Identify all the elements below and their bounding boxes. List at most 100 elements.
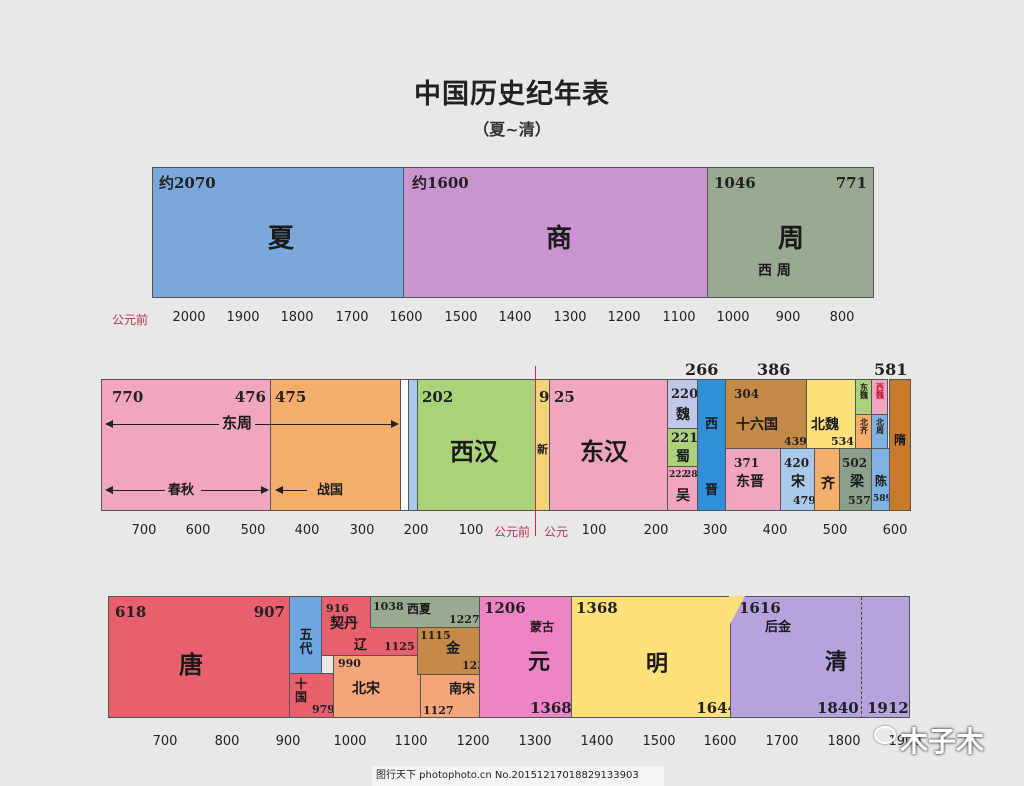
shi-guo-name: 十国 xyxy=(294,677,307,704)
bei-wei-name: 北魏 xyxy=(811,417,839,433)
period-xi-xia: 1038 西夏 1227 xyxy=(370,596,480,628)
period-liang: 502 梁 557 xyxy=(839,448,872,511)
period-shi-guo: 十国 979 xyxy=(289,673,334,718)
period-sui: 隋 xyxy=(889,379,911,511)
row-1-era-label: 公元前 xyxy=(112,313,149,327)
sixteen-top-year: 386 xyxy=(757,360,791,379)
row-2-tick: 400 xyxy=(294,523,320,538)
xia-start-year: 约2070 xyxy=(159,174,216,192)
row-3-tick: 1800 xyxy=(827,734,861,749)
jin-start-year: 266 xyxy=(685,360,719,379)
hou-jin-name: 后金 xyxy=(765,620,792,635)
ming-end-year: 1644 xyxy=(696,699,738,717)
period-east-jin: 371 东晋 xyxy=(725,448,781,511)
zhou-start-year: 1046 xyxy=(714,174,756,192)
page-title: 中国历史纪年表 xyxy=(414,79,610,110)
sui-start-year: 581 xyxy=(874,360,908,379)
row-3-tick: 1600 xyxy=(703,734,737,749)
mongol-start-year: 1206 xyxy=(484,599,526,617)
row-1-band: 约2070 夏 约1600 商 1046 771 周 西 周 xyxy=(152,167,874,298)
row-2-tick: 500 xyxy=(822,523,848,538)
page-subtitle: （夏~清） xyxy=(473,120,551,139)
period-ming: 1368 明 1644 xyxy=(571,596,745,718)
ming-name: 明 xyxy=(646,651,669,677)
song-start-year: 420 xyxy=(784,456,810,470)
period-qi: 齐 xyxy=(814,448,840,511)
wu-name: 吴 xyxy=(676,488,690,504)
period-dong-wei: 东魏 xyxy=(855,379,872,415)
period-west-han: 202 西汉 xyxy=(417,379,536,511)
period-yuan: 1206 蒙古 元 1368 xyxy=(479,596,572,718)
row-2-tick: 300 xyxy=(702,523,728,538)
wei-name: 魏 xyxy=(676,407,690,423)
row-3-tick: 900 xyxy=(275,734,301,749)
dong-wei-name: 东魏 xyxy=(860,382,868,401)
east-zhou-label: 东周 xyxy=(219,416,256,431)
bei-qi-name: 北齐 xyxy=(860,417,868,436)
liao-name: 辽 xyxy=(354,638,368,653)
sixteen-end-year: 439 xyxy=(784,435,807,448)
period-east-han: 25 东汉 xyxy=(549,379,668,511)
zhou-name: 周 xyxy=(778,224,805,254)
row-1-tick: 1100 xyxy=(662,310,696,325)
row-2-tick: 200 xyxy=(643,523,669,538)
ming-start-year: 1368 xyxy=(576,599,618,617)
watermark-text: 木子木 xyxy=(900,725,985,758)
yuan-end-year: 1368 xyxy=(530,699,572,717)
row-2-tick: 200 xyxy=(403,523,429,538)
shang-name: 商 xyxy=(546,224,573,254)
shang-start-year: 约1600 xyxy=(412,174,469,192)
warring-arrow-left xyxy=(275,486,283,494)
jin-name-r3: 金 xyxy=(446,641,460,657)
period-bei-qi: 北齐 xyxy=(855,414,872,449)
east-han-name: 东汉 xyxy=(580,437,628,466)
liao-end-year: 1125 xyxy=(384,640,415,653)
xin-start-year: 9 xyxy=(539,388,550,406)
qing-1840-divider xyxy=(861,597,862,717)
footer-credit: 图行天下 photophoto.cn No.201512170188291339… xyxy=(372,766,664,786)
zhou-end-year: 771 xyxy=(835,174,867,192)
mongol-name: 蒙古 xyxy=(530,620,555,634)
period-shu: 221 蜀 xyxy=(667,428,698,467)
west-jin-west: 西 xyxy=(705,417,719,432)
period-sixteen-kingdoms: 304 十六国 439 xyxy=(725,379,807,449)
row-2-tick: 300 xyxy=(349,523,375,538)
row-2-tick: 500 xyxy=(240,523,266,538)
period-wei: 220 魏 xyxy=(667,379,698,429)
period-west-jin: 西 晋 xyxy=(697,379,726,511)
row-3-tick: 800 xyxy=(214,734,240,749)
row-1-tick: 1200 xyxy=(607,310,641,325)
jin-start-year-r3: 1115 xyxy=(420,629,451,642)
xi-xia-start-year: 1038 xyxy=(373,600,404,613)
period-east-zhou: 770 476 春秋 xyxy=(101,379,271,511)
row-2-band: 770 476 春秋 475 战国 东周 202 西汉 9 新 25 东汉 22… xyxy=(101,379,911,511)
nan-song-start-year: 1127 xyxy=(423,704,454,717)
shu-name: 蜀 xyxy=(676,449,690,465)
liang-start-year: 502 xyxy=(842,456,868,470)
period-xia: 约2070 夏 xyxy=(152,167,404,298)
ming-corner xyxy=(729,596,745,626)
hou-jin-start-year: 1616 xyxy=(739,599,781,617)
period-xi-wei: 西魏 xyxy=(871,379,888,415)
east-zhou-arrow-left xyxy=(105,420,113,428)
row-1-tick: 1600 xyxy=(389,310,423,325)
row-1-tick: 900 xyxy=(775,310,801,325)
period-tang: 618 907 唐 xyxy=(108,596,290,718)
west-zhou-label: 西 周 xyxy=(758,263,791,279)
wu-end-year: 280 xyxy=(685,470,698,480)
jin-end-year-r3: 1234 xyxy=(462,659,490,672)
yuan-name: 元 xyxy=(528,649,551,675)
row-3-tick: 700 xyxy=(152,734,178,749)
sui-name: 隋 xyxy=(894,433,907,447)
bei-wei-end-year: 534 xyxy=(831,435,854,448)
row-3-tick: 1400 xyxy=(580,734,614,749)
spring-autumn-label: 春秋 xyxy=(168,483,195,498)
wu-dai-name: 五代 xyxy=(299,628,313,657)
row-2-axis: 700 600 500 400 300 200 100 100 200 300 … xyxy=(0,517,1024,543)
row-1-tick: 1800 xyxy=(280,310,314,325)
spring-arrow-right xyxy=(261,486,269,494)
east-han-start-year: 25 xyxy=(554,388,575,406)
bc-ad-divider xyxy=(535,366,536,536)
row-3-tick: 1500 xyxy=(642,734,676,749)
qing-name: 清 xyxy=(825,649,848,675)
